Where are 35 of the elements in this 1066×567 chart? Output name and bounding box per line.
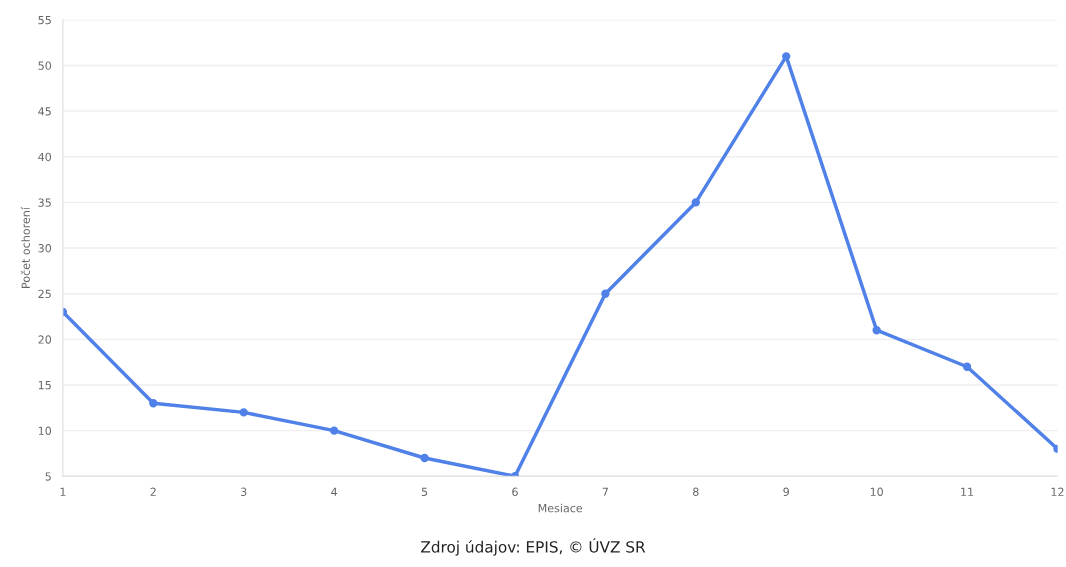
y-tick-label: 55 (38, 15, 51, 25)
y-tick-label: 30 (38, 244, 52, 253)
point (691, 198, 700, 207)
y-tick-label: 35 (38, 198, 51, 207)
x-tick-label: 10 (870, 487, 883, 496)
x-tick-label: 7 (602, 487, 608, 496)
point (601, 289, 610, 298)
point (329, 426, 339, 435)
x-tick-label: 1 (60, 487, 66, 496)
x-tick-label: 8 (693, 487, 699, 496)
y-tick-label: 10 (38, 426, 52, 436)
y-tick-label: 25 (38, 289, 51, 299)
point (239, 408, 248, 417)
point (420, 453, 429, 463)
y-tick-label: 40 (38, 152, 52, 162)
x-tick-label: 9 (783, 487, 789, 496)
y-tick-label: 45 (38, 107, 51, 116)
y-tick-label: 50 (38, 61, 52, 70)
x-tick-label: 4 (331, 487, 338, 496)
x-tick-label: 3 (241, 487, 247, 496)
point (149, 399, 158, 408)
point (872, 326, 881, 335)
x-tick-label: 6 (512, 487, 518, 496)
x-axis-title: Mesiace (538, 503, 583, 513)
point (782, 52, 791, 61)
y-tick-label: 5 (45, 472, 51, 481)
y-axis-title: Počet ochorení (20, 206, 30, 288)
x-tick-label: 11 (961, 487, 974, 496)
point (962, 362, 972, 371)
x-tick-label: 2 (150, 487, 156, 496)
x-tick-label: 12 (1051, 487, 1064, 496)
x-tick-label: 5 (421, 487, 428, 496)
y-tick-label: 15 (38, 381, 51, 390)
y-tick-label: 20 (38, 335, 52, 344)
text: Zdroj údajov: EPIS, © ÚVZ SR (421, 538, 646, 556)
